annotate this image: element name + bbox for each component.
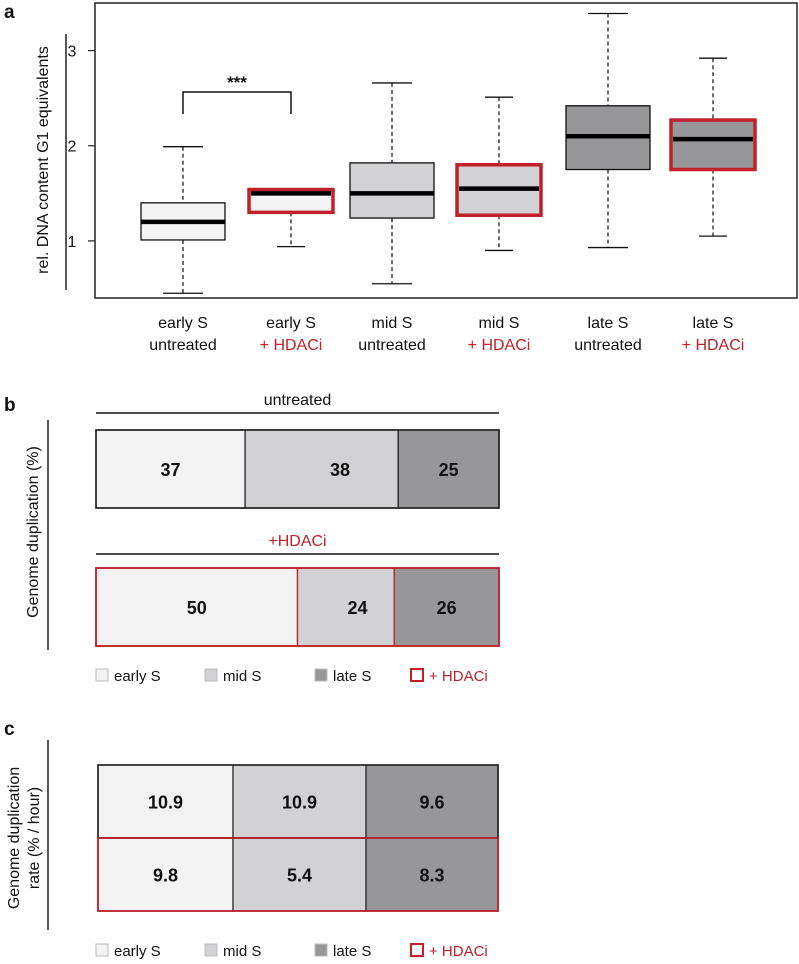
- legend-label-2: late S: [333, 943, 371, 960]
- bar-segment-value: 50: [187, 598, 207, 618]
- category-label-line2: untreated: [149, 337, 217, 354]
- table-cell-mid: [232, 837, 367, 912]
- bar-segment-value: 26: [437, 598, 457, 618]
- table-cell-value: 10.9: [148, 793, 183, 813]
- legend-swatch-2: [314, 943, 328, 957]
- bar-segment-late: [393, 567, 500, 647]
- bar-segment-value: 37: [161, 460, 181, 480]
- box-3: [455, 96, 543, 252]
- group-header-label: untreated: [264, 392, 332, 409]
- table-cell-late: [365, 764, 499, 839]
- table-cell-value: 9.8: [153, 866, 178, 886]
- box-5: [669, 57, 757, 237]
- table-row-frame-hdaci: [97, 837, 499, 912]
- category-label-line2: untreated: [358, 337, 426, 354]
- category-label-line2: + HDACi: [468, 337, 531, 354]
- bar-segment-value: 25: [439, 460, 459, 480]
- table-cell-value: 8.3: [419, 866, 444, 886]
- y-axis-label-c-line2: rate (% / hour): [26, 787, 43, 889]
- legend-swatch-1: [204, 943, 218, 957]
- category-label-line1: mid S: [479, 315, 520, 332]
- box-2: [349, 82, 435, 285]
- table-cell-early: [97, 837, 234, 912]
- y-tick-label: 2: [68, 139, 77, 156]
- bar-segment-late: [397, 429, 500, 509]
- bar-segment-early: [95, 567, 299, 647]
- table-cell-value: 9.6: [419, 793, 444, 813]
- bar-segment-mid: [244, 429, 399, 509]
- y-axis-label: rel. DNA content G1 equivalents: [35, 46, 52, 274]
- bar-segment-value: 38: [330, 460, 350, 480]
- box-0: [140, 146, 226, 294]
- box-iqr: [349, 162, 435, 219]
- panel-letter-a: a: [4, 2, 15, 23]
- panel-letter-c: c: [4, 719, 15, 740]
- panel-letter-b: b: [4, 395, 16, 416]
- boxplot-panel: rel. DNA content G1 equivalents 1 2 3 earl…: [35, 2, 798, 354]
- bar-frame: [95, 429, 500, 509]
- box-iqr: [669, 118, 757, 172]
- category-label-line1: early S: [266, 315, 316, 332]
- legend-swatch-0: [95, 668, 109, 682]
- y-axis-label-c-line1: Genome duplication: [6, 767, 23, 909]
- bar-frame: [95, 567, 500, 647]
- box-4: [565, 12, 651, 249]
- rate-table-panel: Genome duplication rate (% / hour) 10.9 1…: [6, 740, 499, 960]
- y-tick-label: 1: [68, 234, 77, 251]
- legend-swatch-1: [204, 668, 218, 682]
- legend-label-0: early S: [114, 943, 161, 960]
- group-header-label: +HDACi: [268, 533, 326, 550]
- category-label-line1: early S: [158, 315, 208, 332]
- bar-segment-mid: [296, 567, 395, 647]
- legend-swatch-2: [314, 668, 328, 682]
- category-label-line1: late S: [588, 315, 629, 332]
- legend-label-1: mid S: [223, 668, 261, 685]
- plot-frame: [94, 2, 798, 299]
- legend-swatch-3: [410, 943, 424, 957]
- stacked-bar-panel: Genome duplication (%) untreated 37 38 25 +H…: [25, 392, 500, 685]
- legend-label-3: + HDACi: [429, 943, 488, 960]
- table-cell-value: 10.9: [282, 793, 317, 813]
- significance-stars: ***: [227, 73, 247, 92]
- legend-label-1: mid S: [223, 943, 261, 960]
- category-label-line1: mid S: [372, 315, 413, 332]
- legend-swatch-3: [410, 668, 424, 682]
- legend-label-0: early S: [114, 668, 161, 685]
- y-axis-label-b: Genome duplication (%): [25, 446, 42, 618]
- category-label-line2: untreated: [574, 337, 642, 354]
- legend-swatch-0: [95, 943, 109, 957]
- significance-bracket: [182, 91, 292, 114]
- legend-label-2: late S: [333, 668, 371, 685]
- box-1: [247, 187, 335, 248]
- legend-label-3: + HDACi: [429, 668, 488, 685]
- y-tick-label: 3: [68, 44, 77, 61]
- category-label-line2: + HDACi: [260, 337, 323, 354]
- category-label-line2: + HDACi: [682, 337, 745, 354]
- table-cell-value: 5.4: [287, 866, 312, 886]
- bar-segment-value: 24: [347, 598, 367, 618]
- category-label-line1: late S: [693, 315, 734, 332]
- table-cell-late: [365, 837, 499, 912]
